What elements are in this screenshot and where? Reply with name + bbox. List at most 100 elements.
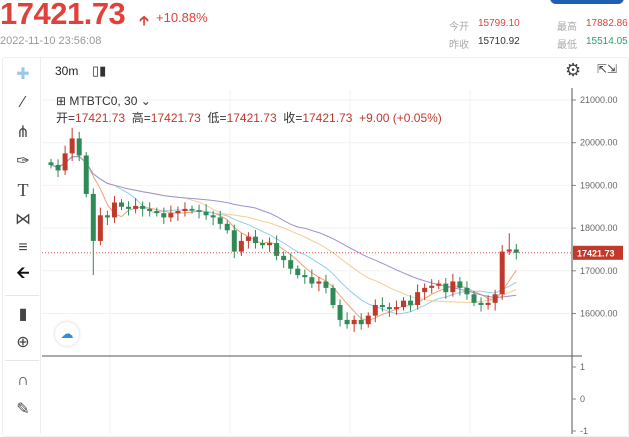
legend-low: 17421.73 bbox=[226, 111, 277, 125]
candle-body bbox=[274, 243, 280, 256]
candle-body bbox=[513, 249, 519, 253]
brand-logo-icon: ☁ bbox=[55, 322, 79, 346]
moving-average-line bbox=[50, 155, 517, 322]
trend-line-icon[interactable]: ∕ bbox=[21, 94, 25, 111]
high-value: 17882.86 bbox=[586, 18, 628, 29]
sub-pane-tick-label: 0 bbox=[580, 394, 585, 404]
candle-body bbox=[147, 208, 153, 212]
close-label: 收 bbox=[283, 111, 296, 125]
candlestick-icon[interactable]: ▯▮ bbox=[92, 63, 107, 78]
candle-body bbox=[175, 211, 181, 214]
open-label: 开 bbox=[56, 111, 69, 125]
candle-body bbox=[104, 215, 110, 218]
low-label: 最低 bbox=[557, 40, 577, 51]
prediction-icon[interactable]: ≡ bbox=[18, 239, 28, 256]
candle-body bbox=[83, 155, 89, 194]
price-change-percent: +10.88% bbox=[156, 10, 208, 25]
candle-body bbox=[210, 215, 216, 218]
pattern-icon[interactable]: ⋈ bbox=[15, 211, 31, 228]
candle-body bbox=[386, 307, 392, 310]
candle-body bbox=[471, 294, 477, 303]
legend-open: 17421.73 bbox=[75, 111, 126, 125]
candle-body bbox=[97, 215, 103, 241]
candle-body bbox=[111, 202, 117, 218]
candle-body bbox=[288, 260, 294, 269]
expand-icon[interactable]: ⇱⇲ bbox=[597, 62, 618, 76]
candle-body bbox=[415, 292, 421, 305]
candle-body bbox=[302, 275, 308, 278]
candle-body bbox=[485, 302, 491, 305]
low-value: 15514.05 bbox=[586, 36, 628, 47]
last-price-badge bbox=[573, 245, 623, 260]
candle-body bbox=[76, 138, 82, 156]
candle-body bbox=[48, 162, 54, 165]
moving-average-line bbox=[50, 155, 517, 315]
pitchfork-icon[interactable]: ⋔ bbox=[16, 124, 30, 141]
candle-body bbox=[478, 302, 484, 305]
candle-body bbox=[161, 213, 167, 218]
candle-body bbox=[365, 315, 371, 325]
candle-body bbox=[238, 240, 244, 252]
symbol-legend[interactable]: ⊞ MTBTC0, 30 ⌄ bbox=[56, 94, 151, 108]
high-label: 高 bbox=[131, 111, 144, 125]
candle-body bbox=[401, 300, 406, 308]
moving-average-line bbox=[50, 155, 517, 303]
candle-body bbox=[90, 193, 96, 241]
ruler-icon[interactable]: ▮ bbox=[18, 306, 28, 323]
candle-body bbox=[422, 287, 428, 293]
open-value: 15799.10 bbox=[478, 18, 520, 29]
ohlc-legend: 开=17421.73 高=17421.73 低=17421.73 收=17421… bbox=[56, 111, 442, 125]
candle-body bbox=[245, 236, 251, 241]
candle-body bbox=[55, 164, 61, 171]
candle-body bbox=[323, 281, 329, 288]
y-tick-label: 20000.00 bbox=[580, 138, 618, 148]
candle-body bbox=[196, 210, 202, 212]
last-price-label: 17421.73 bbox=[577, 248, 615, 258]
candle-body bbox=[457, 281, 463, 288]
y-tick-label: 19000.00 bbox=[580, 180, 618, 190]
candle-body bbox=[252, 236, 258, 244]
top-action-button[interactable] bbox=[550, 0, 624, 4]
lock-drawing-icon[interactable]: ✎ bbox=[16, 401, 30, 418]
candle-body bbox=[316, 281, 322, 284]
candle-body bbox=[436, 283, 442, 286]
crosshair-icon[interactable]: ✚ bbox=[16, 66, 30, 83]
timestamp: 2022-11-10 23:56:08 bbox=[0, 35, 102, 47]
candle-body bbox=[429, 285, 435, 288]
candle-body bbox=[203, 211, 209, 216]
sub-pane-tick-label: 1 bbox=[580, 362, 585, 372]
candle-body bbox=[372, 304, 378, 316]
prev-close-label: 昨收 bbox=[449, 40, 469, 51]
candle-body bbox=[358, 319, 364, 325]
timeframe-selector[interactable]: 30m bbox=[55, 64, 79, 78]
low-label: 低 bbox=[207, 111, 220, 125]
candle-body bbox=[140, 205, 146, 209]
current-price: 17421.73 bbox=[0, 0, 126, 31]
candle-body bbox=[337, 304, 343, 320]
candle-body bbox=[464, 287, 470, 295]
brush-icon[interactable]: ✑ bbox=[16, 153, 30, 170]
candle-body bbox=[499, 251, 505, 295]
candle-body bbox=[443, 283, 449, 293]
gear-icon[interactable]: ⚙ bbox=[565, 60, 582, 80]
candle-body bbox=[379, 304, 385, 308]
candle-body bbox=[231, 230, 237, 252]
candle-body bbox=[69, 138, 75, 154]
toolbar-divider bbox=[5, 360, 39, 361]
zoom-in-icon[interactable]: ⊕ bbox=[16, 334, 30, 351]
candle-body bbox=[506, 249, 512, 252]
candle-body bbox=[260, 243, 265, 246]
candle-body bbox=[351, 319, 357, 325]
magnet-icon[interactable]: ∩ bbox=[17, 372, 29, 389]
prev-close-value: 15710.92 bbox=[478, 36, 520, 47]
candle-body bbox=[154, 211, 160, 214]
candle-body bbox=[182, 208, 188, 212]
text-icon[interactable]: T bbox=[17, 179, 29, 200]
back-arrow-icon[interactable]: 🡨 bbox=[16, 264, 30, 282]
candle-body bbox=[217, 217, 223, 224]
candle-body bbox=[450, 281, 456, 293]
candle-body bbox=[267, 243, 273, 246]
candle-body bbox=[492, 294, 498, 303]
candle-body bbox=[168, 213, 174, 218]
